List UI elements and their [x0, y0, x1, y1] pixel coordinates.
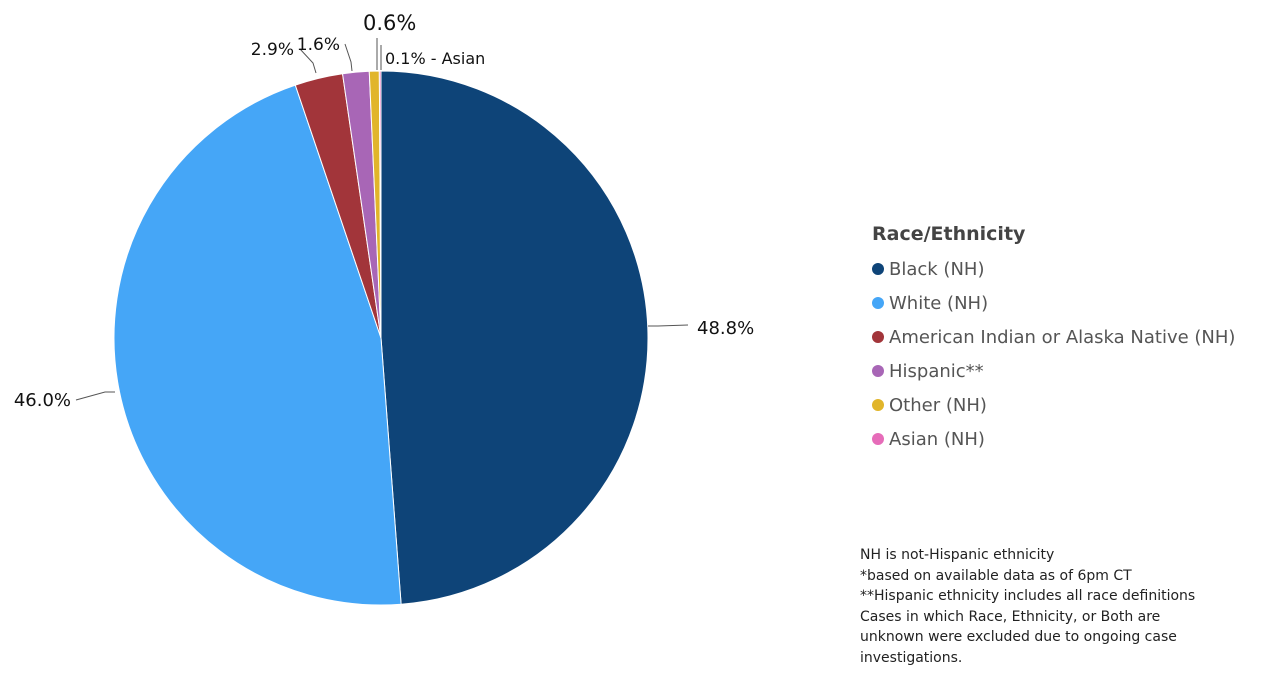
footnote-line: unknown were excluded due to ongoing cas… — [860, 629, 1177, 645]
pie-slice-white-nh[interactable] — [113, 84, 402, 606]
pie-slice-black-nh[interactable] — [380, 70, 649, 605]
legend-item[interactable]: Black (NH) — [872, 252, 1235, 286]
footnote-line: NH is not-Hispanic ethnicity — [860, 547, 1055, 563]
legend-label: Other (NH) — [889, 394, 987, 416]
slice-data-label: 48.8% — [697, 318, 754, 339]
legend-items: Black (NH) White (NH) American Indian or A… — [872, 252, 1235, 456]
legend-item[interactable]: White (NH) — [872, 286, 1235, 320]
legend-label: White (NH) — [889, 292, 989, 314]
legend-item[interactable]: Other (NH) — [872, 388, 1235, 422]
legend-label: Hispanic** — [889, 360, 984, 382]
leader-line — [648, 324, 689, 327]
slice-data-label: 0.1% - Asian — [385, 49, 485, 68]
footnote-line: investigations. — [860, 649, 963, 666]
legend-marker-icon — [872, 263, 884, 275]
legend-label: Asian (NH) — [889, 428, 985, 450]
legend-marker-icon — [872, 399, 884, 411]
footnotes: NH is not-Hispanic ethnicity *based on a… — [860, 545, 1260, 668]
slice-data-label: 1.6% — [297, 35, 340, 55]
legend-label: American Indian or Alaska Native (NH) — [889, 326, 1236, 348]
legend-marker-icon — [872, 433, 884, 445]
footnote-line: **Hispanic ethnicity includes all race d… — [860, 588, 1196, 604]
legend-item[interactable]: Hispanic** — [872, 354, 1235, 388]
legend-item[interactable]: American Indian or Alaska Native (NH) — [872, 320, 1235, 354]
legend-marker-icon — [872, 297, 884, 309]
legend-title: Race/Ethnicity — [872, 223, 1026, 245]
legend-marker-icon — [872, 365, 884, 377]
footnote-line: Cases in which Race, Ethnicity, or Both … — [860, 608, 1161, 625]
footnote-line: *based on available data as of 6pm CT — [860, 567, 1132, 584]
legend-marker-icon — [872, 331, 884, 343]
legend-label: Black (NH) — [889, 258, 985, 280]
legend-item[interactable]: Asian (NH) — [872, 422, 1235, 456]
pie-slice-asian-nh[interactable] — [378, 70, 382, 339]
leader-line — [299, 48, 317, 74]
leader-line — [75, 391, 115, 401]
slice-data-label: 46.0% — [14, 390, 71, 411]
slice-data-label: 0.6% — [363, 11, 416, 35]
slice-data-label: 2.9% — [251, 40, 294, 60]
legend: Race/Ethnicity Black (NH) White (NH) Ameri… — [872, 222, 1235, 456]
leader-line — [344, 43, 353, 72]
